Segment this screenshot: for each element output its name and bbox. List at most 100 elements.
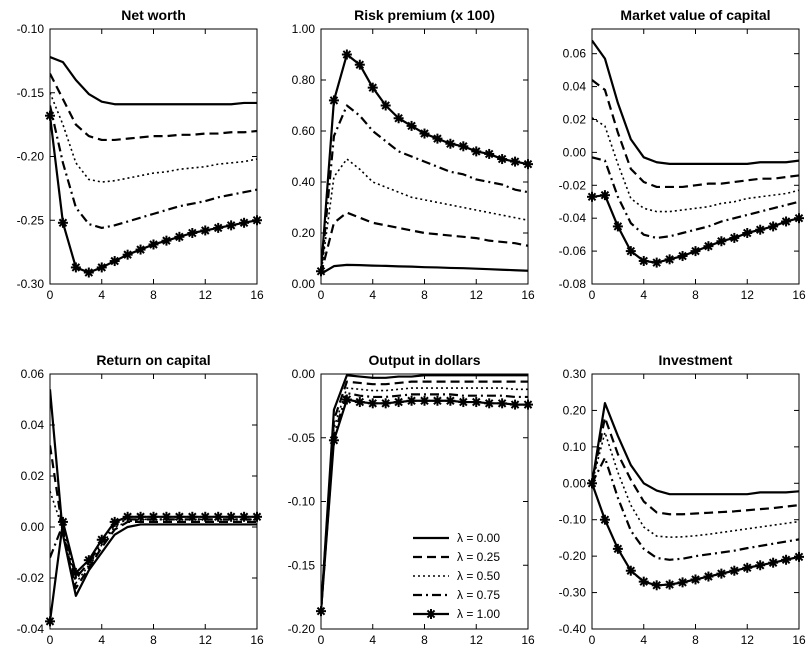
series-marker <box>187 228 198 238</box>
series-marker <box>432 395 443 406</box>
panel-4: Return on capital 0 4 8 12 16 0.06 0.04 0.02 0.00… <box>17 352 264 647</box>
series-marker <box>510 399 521 410</box>
x-tick-label: 12 <box>470 633 484 647</box>
series-marker <box>70 567 81 578</box>
series-line-2 <box>50 73 257 142</box>
series-marker <box>213 511 224 522</box>
x-tick-label: 0 <box>318 288 325 302</box>
y-tick-label: 0.00 <box>563 476 587 490</box>
series-marker <box>638 576 649 587</box>
panel-6: Investment 0 4 8 12 16 0.30 0.20 0.10 0.00 -0.10 -0… <box>559 352 806 647</box>
series-marker <box>471 397 482 408</box>
y-tick-label: 0.60 <box>292 124 316 138</box>
x-tick-label: 8 <box>421 633 428 647</box>
series-marker <box>664 579 675 590</box>
series-marker <box>367 398 378 409</box>
series-marker <box>497 398 508 409</box>
series-line-2 <box>50 445 257 590</box>
series-marker <box>432 133 443 144</box>
series-marker <box>458 397 469 408</box>
y-tick-label: -0.10 <box>17 22 45 36</box>
series-marker <box>612 543 623 554</box>
x-tick-label: 16 <box>792 288 806 302</box>
y-tick-label: -0.10 <box>288 495 316 509</box>
series-marker <box>226 220 237 231</box>
series-marker <box>599 514 610 525</box>
y-tick-label: -0.08 <box>559 277 587 291</box>
x-tick-label: 12 <box>741 633 755 647</box>
series-line-4 <box>592 156 799 240</box>
series-marker <box>742 228 753 238</box>
y-tick-label: -0.04 <box>17 622 45 636</box>
y-tick-label: 0.04 <box>21 418 45 432</box>
x-tick-label: 0 <box>47 288 54 302</box>
series-marker <box>755 560 766 571</box>
x-tick-label: 4 <box>98 288 105 302</box>
x-tick-label: 8 <box>692 633 699 647</box>
series-marker <box>393 397 404 408</box>
y-tick-label: -0.10 <box>559 513 587 527</box>
series-marker <box>768 221 779 232</box>
series-marker <box>200 225 211 236</box>
series-marker <box>419 128 430 139</box>
series-marker <box>57 217 68 228</box>
x-tick-label: 0 <box>589 288 596 302</box>
series-line-1 <box>50 56 257 106</box>
series-marker <box>135 244 146 255</box>
series-marker <box>638 255 649 266</box>
series-marker <box>174 511 185 522</box>
series-marker <box>625 246 636 257</box>
legend-label: λ = 1.00 <box>457 607 500 621</box>
series-marker <box>239 511 250 522</box>
series-marker <box>380 398 391 409</box>
legend-label: λ = 0.50 <box>457 569 500 583</box>
panel-title: Output in dollars <box>369 352 481 368</box>
x-tick-label: 8 <box>421 288 428 302</box>
series-line-4 <box>50 105 257 229</box>
x-tick-label: 0 <box>589 633 596 647</box>
series-line-1 <box>321 263 528 275</box>
y-tick-label: 0.30 <box>563 367 587 381</box>
series-marker <box>354 59 365 70</box>
series-marker <box>484 398 495 409</box>
x-tick-label: 4 <box>369 288 376 302</box>
series-marker <box>122 249 133 260</box>
series-marker <box>625 565 636 576</box>
x-tick-label: 16 <box>250 633 264 647</box>
series-marker <box>677 251 688 262</box>
y-tick-label: 0.00 <box>292 277 316 291</box>
series-line-5 <box>592 482 799 587</box>
panel-title: Investment <box>659 352 733 368</box>
series-marker <box>213 222 224 233</box>
legend-marker <box>426 609 436 619</box>
legend-label: λ = 0.00 <box>457 531 500 545</box>
series-line-4 <box>321 104 528 274</box>
x-tick-label: 16 <box>250 288 264 302</box>
y-tick-label: -0.40 <box>559 622 587 636</box>
y-tick-label: -0.20 <box>559 549 587 563</box>
series-marker <box>161 511 172 522</box>
series-marker <box>677 577 688 588</box>
series-marker <box>174 231 185 242</box>
y-tick-label: 0.00 <box>292 367 316 381</box>
series-marker <box>354 397 365 408</box>
series-marker <box>406 120 417 131</box>
x-tick-label: 12 <box>199 288 213 302</box>
series-marker <box>497 154 508 165</box>
series-marker <box>729 565 740 576</box>
series-marker <box>122 511 133 522</box>
x-tick-label: 16 <box>521 288 535 302</box>
y-tick-label: -0.02 <box>17 571 45 585</box>
y-tick-label: -0.02 <box>559 178 587 192</box>
series-line-1 <box>50 389 257 597</box>
series-line-1 <box>592 39 799 165</box>
x-tick-label: 16 <box>792 633 806 647</box>
y-tick-label: -0.15 <box>17 86 45 100</box>
y-tick-label: -0.06 <box>559 244 587 258</box>
series-marker <box>664 254 675 265</box>
y-tick-label: 0.04 <box>563 80 587 94</box>
panel-1: Net worth 0 4 8 12 16 -0.10 -0.15 -0.20 -0.25 -0.3… <box>17 7 264 302</box>
series-marker <box>96 262 107 273</box>
series-marker <box>445 395 456 406</box>
